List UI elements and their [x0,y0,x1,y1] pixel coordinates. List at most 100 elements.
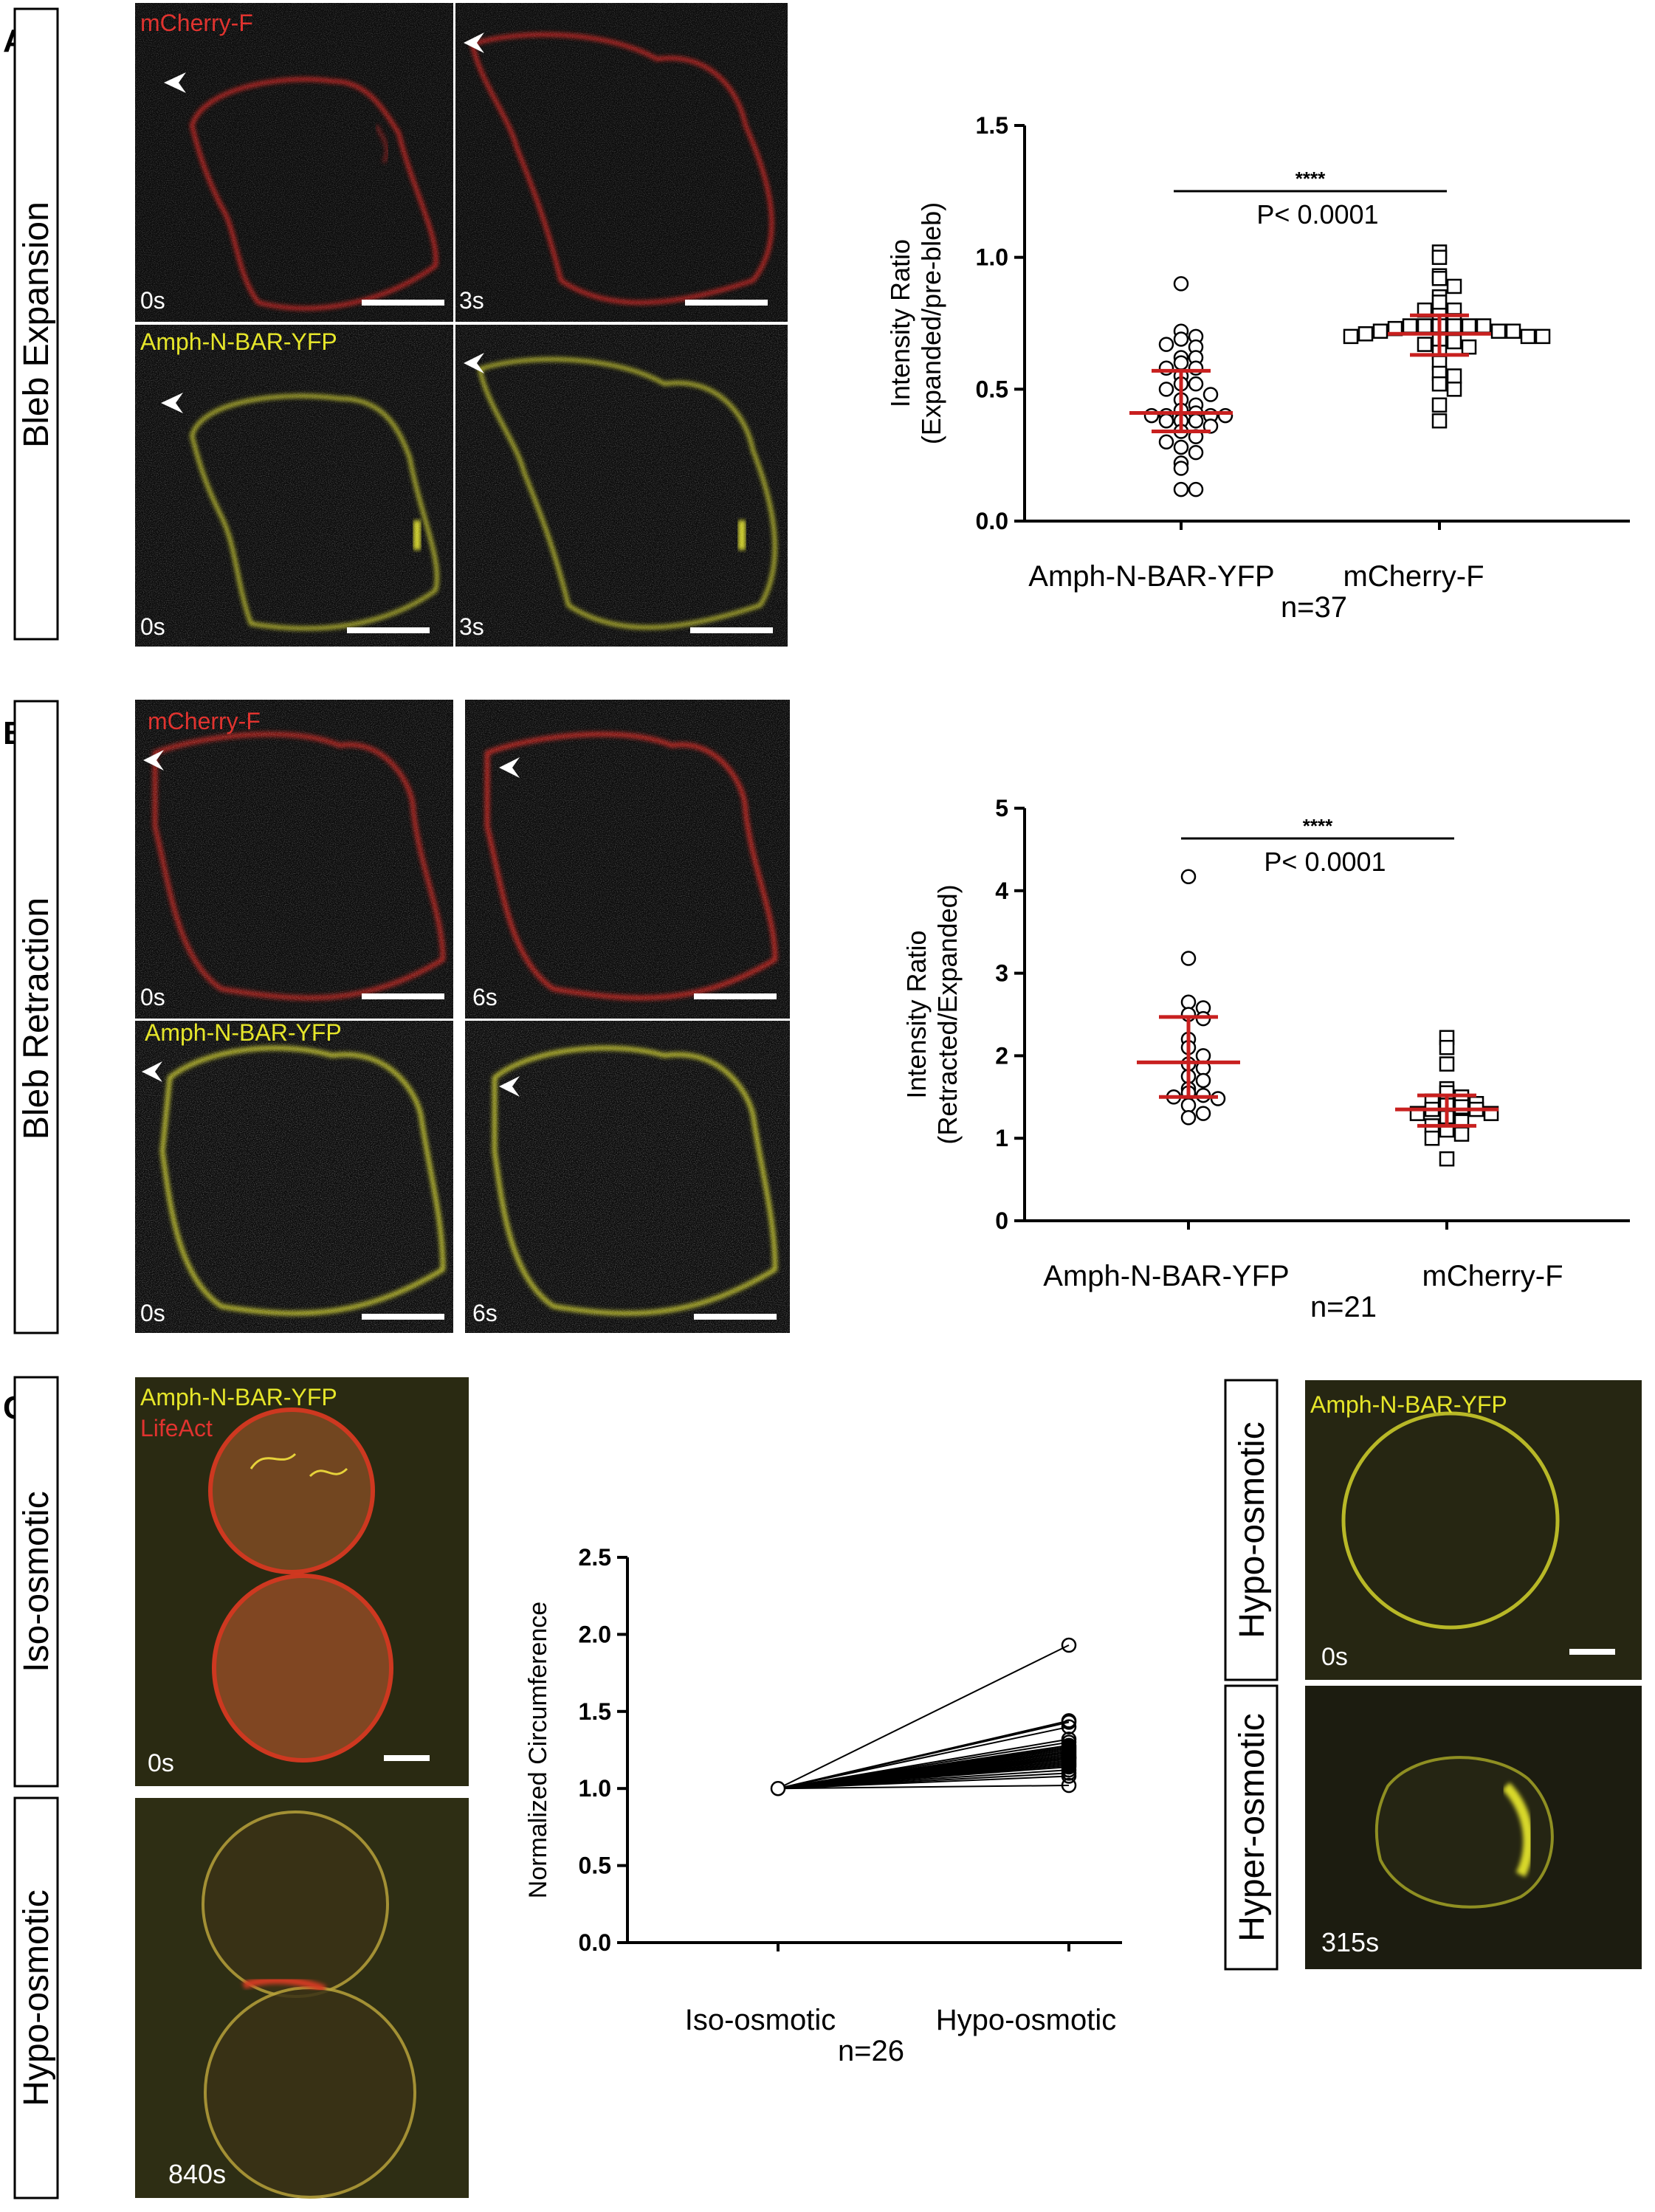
row-label-box-c-right-hypo: Hypo-osmotic [1224,1379,1279,1681]
data-point [1417,337,1433,352]
data-point [1173,481,1189,497]
time-label: 6s [472,984,498,1010]
x-tick-label: mCherry-F [1422,1260,1563,1292]
y-tick-label: 1.5 [976,112,1008,139]
data-point [1195,1072,1211,1089]
channel-label-lifeact: LifeAct [140,1415,213,1441]
p-value-label: P< 0.0001 [1264,847,1386,877]
row-label-box-c-hypo: Hypo-osmotic [13,1796,59,2199]
data-point [1158,382,1174,397]
micrograph-tile-b4: 6s [465,1021,790,1333]
data-point [1158,360,1174,376]
micrograph-tile-a2: 3s [455,3,788,322]
time-label: 840s [168,2159,226,2189]
data-point [1535,328,1551,345]
scale-bar [690,627,773,633]
data-point [1417,318,1433,334]
row-label-iso-osmotic: Iso-osmotic [17,1491,56,1672]
y-tick-label: 2 [995,1042,1008,1069]
data-point [1188,360,1204,376]
y-tick-label: 0.5 [579,1853,611,1879]
row-label-box-a: Bleb Expansion [13,7,59,641]
significance-stars: **** [1296,168,1326,190]
data-point [1061,1637,1077,1653]
row-label-box-c-right-hyper: Hyper-osmotic [1224,1684,1279,1971]
data-point [1461,318,1477,334]
y-axis-label: (Retracted/Expanded) [932,884,963,1144]
data-point [1490,323,1507,339]
data-point [1180,1098,1197,1113]
y-tick-label: 4 [995,878,1008,904]
row-label-hypo-osmotic-right: Hypo-osmotic [1233,1422,1272,1638]
data-point [1446,382,1462,397]
data-point [1431,397,1448,413]
data-point [1195,1048,1211,1064]
y-tick-label: 1.5 [579,1698,611,1725]
data-point [1188,376,1204,392]
time-label: 6s [472,1300,498,1326]
channel-label-amph-n-bar-yfp: Amph-N-BAR-YFP [140,1384,337,1410]
scale-bar [384,1755,430,1761]
row-label-box-b: Bleb Retraction [13,700,59,1334]
data-point [1195,1106,1211,1121]
data-point [1343,328,1359,345]
data-point [1173,331,1189,347]
row-label-bleb-retraction: Bleb Retraction [17,897,56,1140]
micrograph-tile-b3: Amph-N-BAR-YFP 0s [135,1019,453,1333]
data-point [1446,278,1462,294]
time-label: 0s [148,1749,174,1777]
channel-label-mcherry-f: mCherry-F [140,10,253,36]
row-label-hypo-osmotic: Hypo-osmotic [17,1889,56,2106]
time-label: 0s [140,1300,165,1326]
data-point [1180,1110,1197,1126]
y-axis-label: Intensity Ratio [901,930,932,1098]
micrograph-tile-c3: Amph-N-BAR-YFP 0s [1305,1380,1642,1680]
data-point [1446,334,1462,350]
data-point [1439,1151,1455,1167]
data-point [1188,481,1204,497]
y-tick-label: 0.0 [579,1929,611,1956]
arrowhead-icon [499,1076,520,1097]
data-point [1180,994,1197,1010]
n-label: n=26 [838,2035,904,2067]
data-point [1439,1056,1455,1072]
data-point [1180,951,1197,966]
time-label: 3s [459,613,484,640]
time-label: 315s [1321,1927,1379,1957]
data-point [1061,1719,1077,1734]
y-tick-label: 0.5 [976,376,1008,402]
data-point [1520,328,1536,345]
data-point [1173,461,1189,476]
data-point [1358,326,1374,342]
data-point [1061,1715,1077,1730]
data-point [1158,337,1174,352]
data-point [1431,413,1448,429]
channel-label-amph-n-bar-yfp: Amph-N-BAR-YFP [145,1019,342,1046]
micrograph-tile-c2: 840s [135,1798,469,2199]
scale-bar [347,627,430,633]
data-point [1158,434,1174,450]
data-point [1453,1126,1470,1142]
data-point [1446,368,1462,384]
y-tick-label: 0 [995,1207,1008,1234]
chart-c: 0.0 0.5 1.0 1.5 2.0 2.5 Normalized Circumferen… [524,1544,1122,2067]
data-point [1476,318,1492,334]
data-point [1439,1039,1455,1055]
arrowhead-icon [464,353,484,373]
data-point [1202,387,1219,402]
x-tick-label: Amph-N-BAR-YFP [1028,560,1274,593]
data-point [1173,439,1189,455]
y-tick-label: 5 [995,795,1008,821]
data-point [1188,413,1204,429]
scale-bar [362,993,444,999]
micrograph-tile-b1: mCherry-F 0s [135,700,453,1019]
micrograph-tile-b2: 6s [465,700,790,1019]
data-point [1061,1777,1077,1794]
micrograph-tile-c1: Amph-N-BAR-YFP LifeAct 0s [135,1377,469,1786]
micrograph-tile-a1: mCherry-F 0s [135,3,453,322]
micrograph-grid-b: mCherry-F 0s 6s Amph-N-BAR-YFP 0s [135,700,790,1333]
data-point [1431,271,1448,286]
scale-bar [362,300,444,306]
row-label-hyper-osmotic: Hyper-osmotic [1233,1713,1272,1941]
x-tick-label: Iso-osmotic [685,2004,836,2036]
